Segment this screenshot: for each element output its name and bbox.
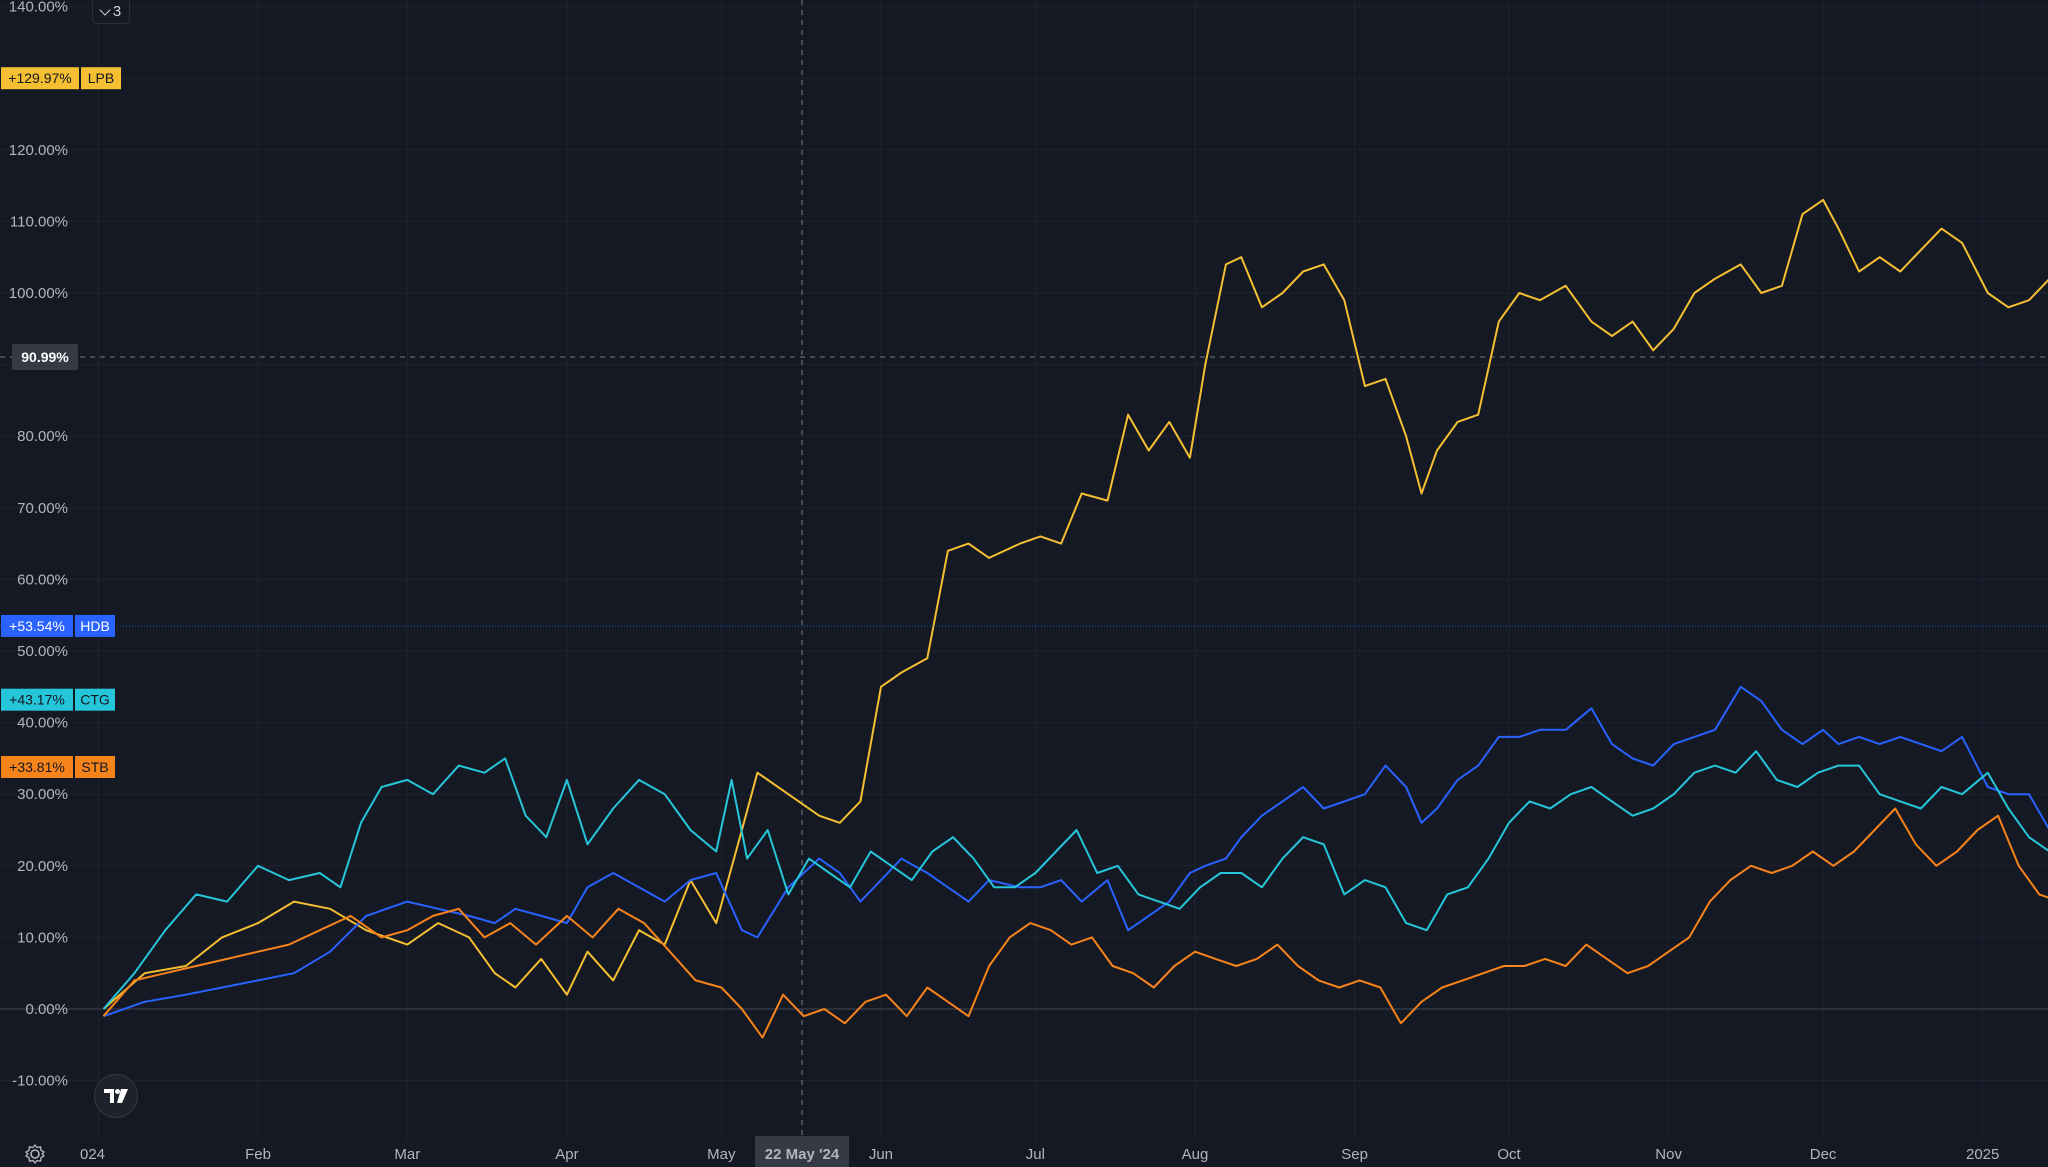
y-tick-label: 30.00% bbox=[17, 786, 68, 803]
badge-symbol-bg bbox=[75, 688, 115, 711]
crosshair-x-label-bg bbox=[755, 1136, 849, 1167]
badge-value-bg bbox=[1, 688, 73, 711]
tradingview-logo-icon[interactable] bbox=[94, 1074, 138, 1118]
badge-value: +43.17% bbox=[9, 692, 65, 708]
collapse-count: 3 bbox=[112, 3, 122, 20]
crosshair-y-label: 90.99% bbox=[21, 349, 69, 365]
grid-lines bbox=[0, 0, 2048, 1140]
badge-symbol: CTG bbox=[80, 692, 110, 708]
badge-value: +33.81% bbox=[9, 759, 65, 775]
series-line-ctg[interactable] bbox=[102, 700, 2048, 1010]
y-tick-label: 60.00% bbox=[17, 571, 68, 588]
x-tick-label: Mar bbox=[394, 1146, 420, 1163]
series-badges: +129.97% LPB +53.54% HDB +43.17% CTG +33.81% ST… bbox=[1, 67, 121, 778]
x-tick-label: Nov bbox=[1655, 1146, 1682, 1163]
x-tick-label: Dec bbox=[1810, 1146, 1837, 1163]
y-tick-label: -10.00% bbox=[12, 1073, 68, 1090]
badge-value-bg bbox=[1, 755, 73, 778]
settings-icon[interactable] bbox=[24, 1143, 46, 1165]
y-tick-label: 10.00% bbox=[17, 929, 68, 946]
badge-value: +129.97% bbox=[8, 70, 71, 86]
series-line-hdb[interactable] bbox=[103, 626, 2048, 1018]
crosshair-y-label-bg bbox=[12, 344, 78, 370]
y-tick-label: 80.00% bbox=[17, 428, 68, 445]
chevron-down-icon bbox=[99, 3, 111, 16]
time-scale[interactable]: 024 Feb Mar Apr May Jun Jul Aug Sep Oct Nov Dec 2025 bbox=[80, 1146, 1999, 1163]
x-tick-label: Oct bbox=[1497, 1146, 1521, 1163]
badge-symbol: HDB bbox=[80, 618, 110, 634]
badge-value-bg bbox=[1, 614, 73, 637]
x-tick-label: May bbox=[707, 1146, 736, 1163]
badge-stb: +33.81% STB bbox=[1, 755, 115, 778]
y-tick-label: 70.00% bbox=[17, 500, 68, 517]
crosshair-labels: 90.99% 22 May '24 bbox=[12, 344, 849, 1167]
series-line-lpb[interactable] bbox=[102, 78, 2048, 1010]
x-tick-label: Aug bbox=[1182, 1146, 1209, 1163]
badge-symbol: LPB bbox=[88, 70, 114, 86]
badge-value: +53.54% bbox=[9, 618, 65, 634]
y-tick-label: 20.00% bbox=[17, 858, 68, 875]
badge-hdb: +53.54% HDB bbox=[1, 614, 115, 637]
y-tick-label: 120.00% bbox=[9, 142, 68, 159]
badge-lpb: +129.97% LPB bbox=[1, 67, 121, 90]
crosshair bbox=[0, 0, 2048, 1140]
badge-symbol: STB bbox=[81, 759, 108, 775]
badge-symbol-bg bbox=[75, 755, 115, 778]
series-line-stb[interactable] bbox=[102, 767, 2048, 1039]
x-tick-label: Feb bbox=[245, 1146, 271, 1163]
y-tick-label: 0.00% bbox=[25, 1001, 68, 1018]
x-tick-label: Jun bbox=[869, 1146, 893, 1163]
x-tick-label: Jul bbox=[1026, 1146, 1045, 1163]
badge-ctg: +43.17% CTG bbox=[1, 688, 115, 711]
badge-symbol-bg bbox=[81, 67, 121, 90]
tradingview-logo-glyph bbox=[104, 1089, 128, 1103]
x-tick-label: Apr bbox=[555, 1146, 578, 1163]
y-tick-label: 40.00% bbox=[17, 715, 68, 732]
badge-symbol-bg bbox=[75, 614, 115, 637]
x-tick-label: Sep bbox=[1341, 1146, 1368, 1163]
crosshair-x-label: 22 May '24 bbox=[765, 1146, 840, 1163]
series-lines bbox=[0, 78, 2048, 1039]
y-tick-label: 140.00% bbox=[9, 0, 68, 16]
y-tick-label: 100.00% bbox=[9, 285, 68, 302]
price-scale[interactable]: 140.00% 120.00% 110.00% 100.00% 80.00% 70.00%… bbox=[9, 0, 68, 1090]
x-tick-label: 2025 bbox=[1966, 1146, 1999, 1163]
collapse-series-button[interactable]: 3 bbox=[92, 0, 130, 24]
x-tick-label: 024 bbox=[80, 1146, 105, 1163]
y-tick-label: 110.00% bbox=[10, 213, 68, 230]
badge-value-bg bbox=[1, 67, 79, 90]
y-tick-label: 50.00% bbox=[17, 643, 68, 660]
